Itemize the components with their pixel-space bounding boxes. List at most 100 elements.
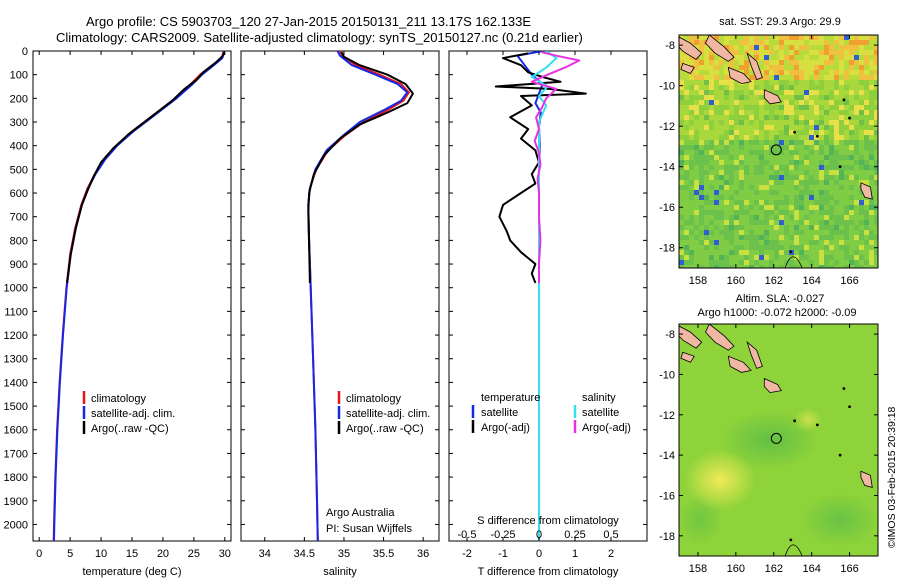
sst-cell [839, 65, 844, 70]
sst-cell [864, 65, 869, 70]
sst-cell [794, 180, 799, 185]
sst-cell [724, 250, 729, 255]
sst-cell [869, 95, 874, 100]
sst-cell [784, 80, 789, 85]
sst-cell [864, 170, 869, 175]
sst-cell [869, 200, 874, 205]
sst-cell [714, 195, 719, 200]
sst-cell [699, 185, 704, 190]
sst-cell [694, 155, 699, 160]
sst-cell [779, 55, 784, 60]
x-tick-label: 25 [188, 548, 200, 560]
sst-cell [844, 125, 849, 130]
sst-cell [804, 160, 809, 165]
legend-label-t-satellite: satellite [481, 407, 518, 419]
sst-cell [784, 85, 789, 90]
sst-cell [689, 85, 694, 90]
sst-cell [869, 45, 874, 50]
sst-cell [709, 150, 714, 155]
sst-cell [704, 130, 709, 135]
sst-cell [719, 165, 724, 170]
series-line-salinity-argo-adj [530, 51, 581, 283]
sst-cell [859, 160, 864, 165]
sst-cell [804, 180, 809, 185]
sst-cell [734, 180, 739, 185]
sst-cell [719, 230, 724, 235]
sst-cell [849, 40, 854, 45]
sst-cell [729, 85, 734, 90]
sst-cell [774, 50, 779, 55]
sst-cell [799, 245, 804, 250]
sst-cell [699, 180, 704, 185]
sst-cell [734, 245, 739, 250]
sst-cell [794, 110, 799, 115]
sst-cell [829, 155, 834, 160]
sst-cell [829, 205, 834, 210]
sst-cell [859, 95, 864, 100]
sst-cell [714, 60, 719, 65]
sst-cell [829, 65, 834, 70]
sst-cell [839, 190, 844, 195]
sst-cell [744, 190, 749, 195]
sst-cell [804, 255, 809, 260]
sst-cell [854, 130, 859, 135]
sst-cell [799, 80, 804, 85]
sst-cell [774, 240, 779, 245]
sst-cell [719, 105, 724, 110]
sst-cell [724, 60, 729, 65]
sst-cell [839, 130, 844, 135]
sst-cell [709, 185, 714, 190]
legend-label-argo: Argo(..raw -QC) [346, 423, 424, 435]
sst-cell [789, 155, 794, 160]
sst-cell [699, 70, 704, 75]
sst-cell [719, 245, 724, 250]
sst-cell [699, 225, 704, 230]
sst-cell [864, 225, 869, 230]
map-x-tick-label: 164 [802, 563, 820, 575]
sst-cell [769, 35, 774, 40]
sst-cell [714, 85, 719, 90]
sst-cell [684, 110, 689, 115]
sst-cell [679, 145, 684, 150]
sst-cell [849, 50, 854, 55]
sst-cell [724, 90, 729, 95]
sst-cell [719, 145, 724, 150]
sst-cell [714, 70, 719, 75]
sst-cell [764, 230, 769, 235]
sst-cell [784, 205, 789, 210]
sst-cell [814, 60, 819, 65]
sst-cell [679, 195, 684, 200]
sst-cell [784, 175, 789, 180]
sst-cell [779, 155, 784, 160]
sst-cell [694, 205, 699, 210]
sst-cell [819, 165, 824, 170]
sst-cell [794, 160, 799, 165]
sst-cell [719, 70, 724, 75]
sst-cell [729, 215, 734, 220]
sst-cell [744, 250, 749, 255]
sst-cell [854, 235, 859, 240]
sst-cell [799, 260, 804, 265]
sst-cell [789, 210, 794, 215]
sst-cell [734, 135, 739, 140]
sst-cell [719, 120, 724, 125]
coast-contour [784, 544, 803, 556]
sst-cell [874, 150, 878, 155]
sst-cell [759, 215, 764, 220]
sst-cell [834, 225, 839, 230]
sst-cell [829, 125, 834, 130]
sst-cell [859, 155, 864, 160]
sst-cell [799, 200, 804, 205]
sst-cell [814, 105, 819, 110]
sst-cell [724, 95, 729, 100]
sst-cell [769, 180, 774, 185]
sst-cell [789, 100, 794, 105]
sst-cell [854, 260, 859, 265]
sst-cell [749, 225, 754, 230]
sst-cell [689, 265, 694, 268]
island [746, 341, 763, 369]
sst-cell [789, 150, 794, 155]
sst-cell [699, 240, 704, 245]
sst-cell [744, 40, 749, 45]
sst-cell [699, 125, 704, 130]
